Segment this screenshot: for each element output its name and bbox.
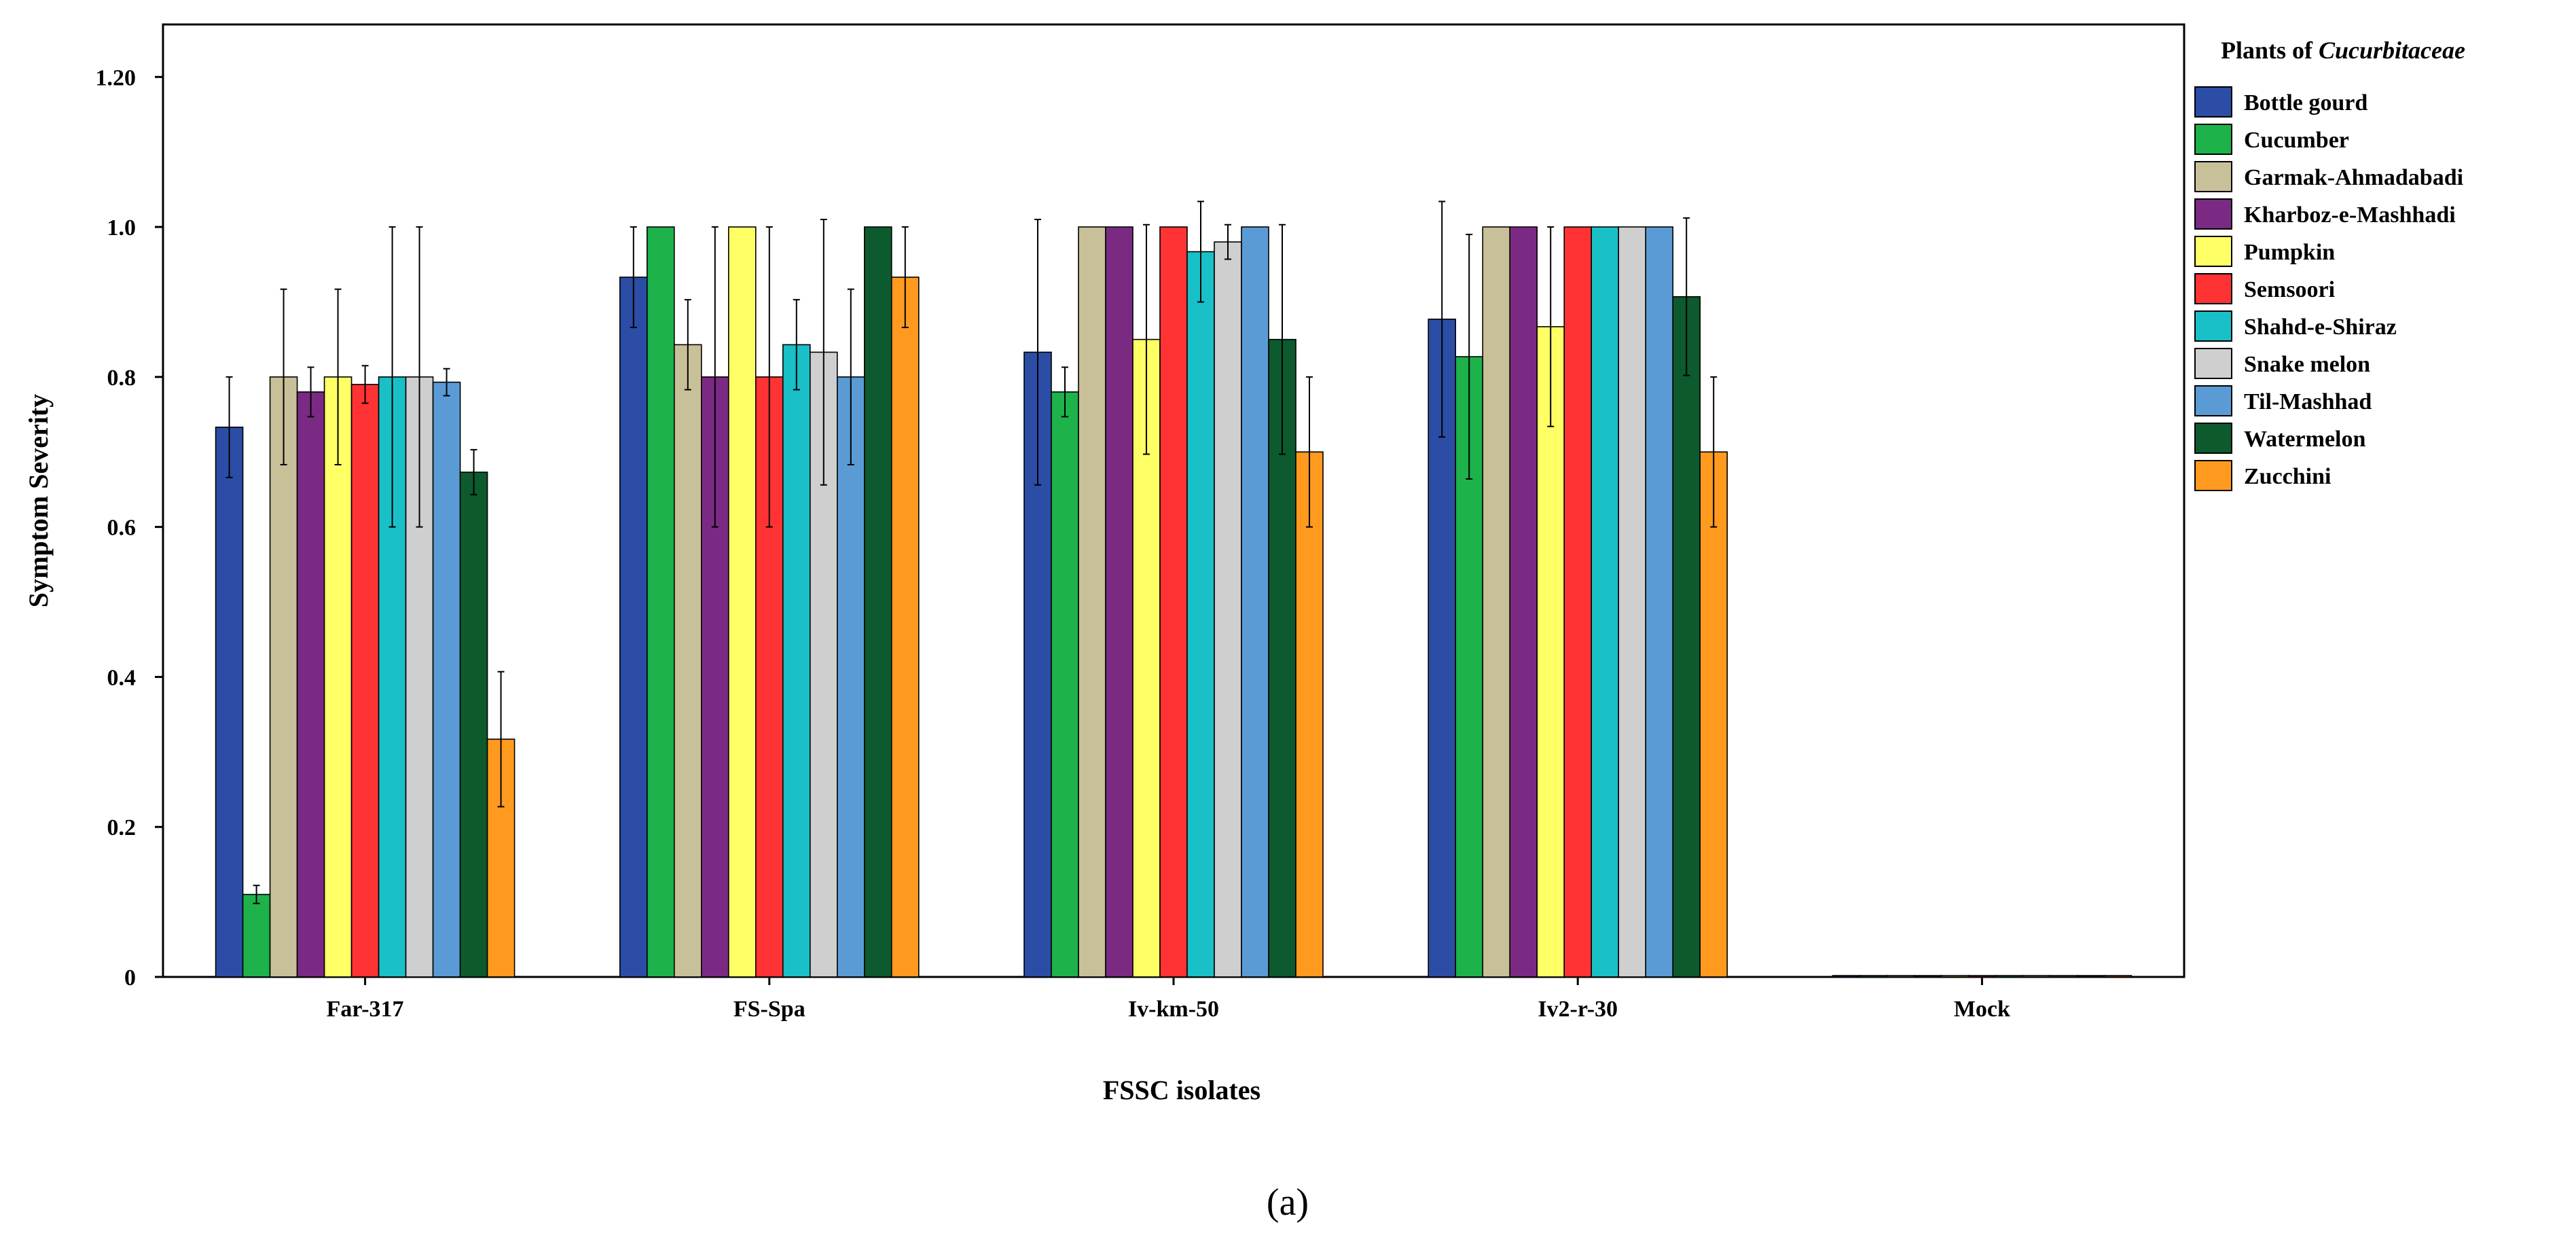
legend-label: Snake melon xyxy=(2244,352,2370,377)
legend-swatch xyxy=(2194,460,2232,491)
bar xyxy=(728,226,757,978)
bar xyxy=(1105,226,1133,978)
y-tick-label: 0 xyxy=(124,965,136,991)
bar xyxy=(405,376,434,978)
legend: Bottle gourd Cucumber Garmak-Ahmadabadi Kha… xyxy=(2194,86,2463,491)
legend-label: Pumpkin xyxy=(2244,240,2335,265)
bar xyxy=(1159,226,1188,978)
bar xyxy=(1940,975,1970,978)
bar xyxy=(1645,226,1673,978)
bar xyxy=(215,427,244,978)
y-tick-label: 0.4 xyxy=(107,665,137,690)
bar xyxy=(1699,451,1728,978)
bar xyxy=(350,384,380,978)
bar xyxy=(1618,226,1646,978)
bar xyxy=(891,277,920,978)
legend-title: Plants of Cucurbitaceae xyxy=(2221,37,2465,64)
bar xyxy=(673,344,702,978)
y-tick-label: 1.20 xyxy=(96,65,137,90)
x-tick-label: Iv-km-50 xyxy=(1128,997,1219,1022)
legend-swatch xyxy=(2194,423,2232,454)
legend-label: Garmak-Ahmadabadi xyxy=(2244,165,2463,190)
legend-label: Semsoori xyxy=(2244,277,2335,302)
legend-label: Bottle gourd xyxy=(2244,90,2368,115)
bar xyxy=(269,376,298,978)
bar xyxy=(1995,975,2024,978)
bar xyxy=(1967,975,1997,978)
legend-swatch xyxy=(2194,86,2232,118)
x-tick-label: Far-317 xyxy=(327,997,404,1022)
bar xyxy=(1241,226,1269,978)
y-tick-label: 0.8 xyxy=(107,366,137,391)
bar xyxy=(2049,975,2078,978)
bar xyxy=(459,471,488,978)
bar xyxy=(1886,975,1915,978)
bar xyxy=(1672,296,1701,978)
bar xyxy=(1078,226,1106,978)
bar xyxy=(2103,975,2133,978)
legend-swatch xyxy=(2194,273,2232,304)
legend-swatch xyxy=(2194,161,2232,192)
bar xyxy=(1214,241,1242,978)
legend-label: Shahd-e-Shiraz xyxy=(2244,315,2397,340)
legend-label: Til-Mashhad xyxy=(2244,389,2372,414)
error-bars xyxy=(225,200,1718,904)
bar xyxy=(2076,975,2105,978)
legend-swatch xyxy=(2194,124,2232,155)
bar xyxy=(646,226,675,978)
legend-label: Kharboz-e-Mashhadi xyxy=(2244,202,2456,228)
legend-label: Cucumber xyxy=(2244,128,2349,153)
bar xyxy=(1859,975,1888,978)
legend-title-prefix: Plants of xyxy=(2221,37,2319,64)
legend-swatch xyxy=(2194,310,2232,342)
bar xyxy=(1295,451,1324,978)
bar xyxy=(864,226,892,978)
x-axis-title: FSSC isolates xyxy=(1103,1075,1260,1105)
bar xyxy=(296,391,325,978)
bar xyxy=(1509,226,1538,978)
bar xyxy=(1186,251,1215,978)
x-tick-label: Iv2-r-30 xyxy=(1538,997,1618,1022)
bar xyxy=(1051,391,1079,978)
bar xyxy=(2022,975,2051,978)
legend-label: Zucchini xyxy=(2244,464,2331,489)
legend-swatch xyxy=(2194,236,2232,267)
legend-label: Watermelon xyxy=(2244,427,2365,452)
bar xyxy=(242,893,271,978)
y-axis-title: Symptom Severity xyxy=(23,394,54,607)
bar xyxy=(1832,975,1861,978)
legend-swatch xyxy=(2194,385,2232,416)
y-tick-label: 0.2 xyxy=(107,815,137,840)
bar xyxy=(1563,226,1592,978)
x-tick-label: Mock xyxy=(1954,997,2010,1022)
bar xyxy=(1591,226,1619,978)
x-tick-label: FS-Spa xyxy=(733,997,805,1022)
bar xyxy=(619,277,648,978)
bar xyxy=(782,344,811,978)
y-tick-label: 1.0 xyxy=(107,215,137,240)
x-axis: Far-317 FS-Spa Iv-km-50 Iv2-r-30 Mock xyxy=(327,977,2010,1022)
y-tick-label: 0.6 xyxy=(107,516,137,541)
y-axis: 0 0.2 0.4 0.6 0.8 1.0 1.20 xyxy=(96,65,163,991)
bar xyxy=(1913,975,1942,978)
legend-swatch xyxy=(2194,198,2232,230)
panel-label: (a) xyxy=(1267,1181,1309,1224)
legend-swatch xyxy=(2194,348,2232,379)
legend-title-italic: Cucurbitaceae xyxy=(2319,37,2465,64)
bar xyxy=(323,376,352,978)
bar xyxy=(432,381,461,978)
bar xyxy=(837,376,865,978)
bar xyxy=(1482,226,1510,978)
